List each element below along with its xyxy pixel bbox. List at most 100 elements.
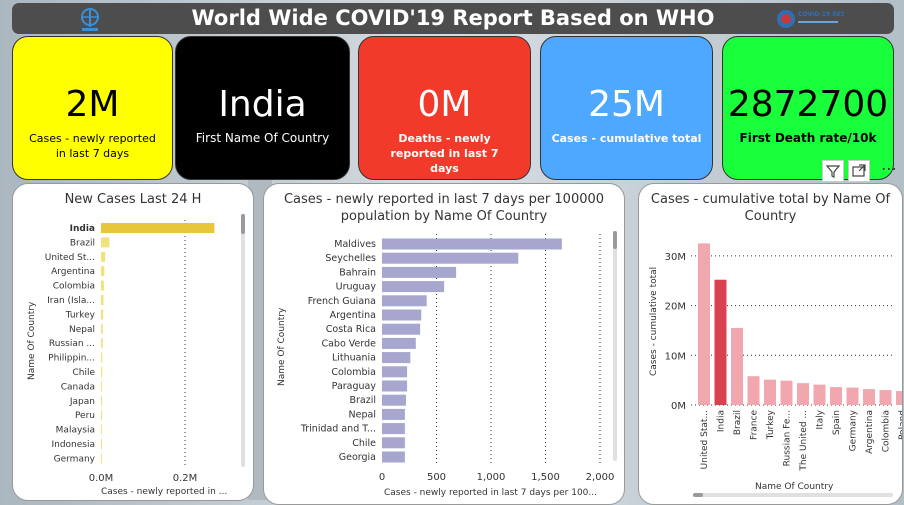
bar	[101, 453, 102, 464]
chart-new-cases-24h: India Brazil United St... Argentina Colombia…	[45, 220, 215, 484]
category-label: Germany	[849, 409, 859, 451]
filter-button[interactable]	[822, 160, 844, 182]
bar	[896, 391, 902, 405]
category-label: Bahrain	[339, 267, 376, 278]
category-label: Chile	[72, 368, 95, 378]
chart-cases-per-100k: Maldives Seychelles Bahrain Uruguay French G…	[300, 234, 615, 483]
category-label: Argentina	[330, 310, 376, 321]
bar	[382, 238, 562, 250]
category-label: Nepal	[349, 409, 376, 420]
kpi-value: 2M	[65, 84, 120, 125]
bar	[747, 376, 760, 405]
vertical-scrollbar[interactable]	[241, 214, 245, 467]
category-label: Japan	[69, 397, 95, 407]
scrollbar-thumb[interactable]	[613, 231, 617, 249]
kpi-label: Cases - newly reported in last 7 days	[29, 132, 156, 160]
tick-label: 1,500	[531, 472, 560, 483]
chart-panel-cumulative-cases[interactable]: Cases - cumulative total by Name Of Coun…	[638, 183, 903, 505]
category-label: Costa Rica	[326, 324, 376, 335]
bar	[382, 266, 457, 278]
bar	[101, 367, 103, 377]
chart-title: Cases - cumulative total by Name Of Coun…	[650, 192, 891, 224]
category-label: Colombia	[53, 282, 95, 292]
category-label: India	[70, 224, 95, 234]
bar	[101, 424, 102, 435]
bar	[101, 352, 103, 363]
category-label: Colombia	[331, 367, 376, 378]
page-title: World Wide COVID'19 Report Based on WHO	[191, 6, 715, 30]
category-label: Brazil	[349, 395, 376, 406]
kpi-card-cases-cumulative[interactable]: 25M Cases - cumulative total	[540, 36, 713, 180]
kpi-value: 2872700	[727, 84, 889, 125]
kpi-label: First Name Of Country	[195, 131, 330, 145]
kpi-card-deaths-7days[interactable]: 0M Deaths - newly reported in last 7 day…	[358, 36, 531, 180]
bar	[101, 280, 104, 291]
bar	[382, 394, 406, 406]
tick-label: 0	[379, 472, 385, 483]
category-label: Iran (Isla...	[47, 296, 95, 306]
kpi-value: India	[218, 84, 307, 125]
logo-text: COVID-19 RESPONSE	[798, 11, 844, 18]
vertical-scrollbar[interactable]	[613, 231, 617, 461]
bar	[101, 323, 103, 334]
category-label: Brazil	[733, 410, 743, 435]
bar	[863, 389, 875, 405]
kpi-label: First Death rate/10k	[739, 131, 877, 145]
bar	[101, 395, 102, 406]
category-label: United St...	[45, 253, 95, 263]
tick-label: 10M	[665, 351, 686, 362]
horizontal-scrollbar[interactable]	[693, 493, 893, 497]
category-label: Germany	[54, 454, 96, 464]
kpi-card-cases-7days[interactable]: 2M Cases - newly reported in last 7 days	[12, 36, 173, 180]
chart-title: Cases - newly reported in last 7 days pe…	[283, 192, 605, 224]
bar	[382, 323, 421, 335]
bar	[101, 237, 110, 248]
bar	[382, 352, 411, 364]
category-label: Russian Fe...	[783, 410, 793, 466]
category-label: The United ...	[799, 410, 809, 472]
bar	[382, 437, 405, 449]
category-label: United Stat...	[700, 410, 710, 469]
kpi-value: 0M	[417, 84, 472, 125]
category-label: Canada	[61, 382, 95, 392]
tick-label: 2,000	[586, 472, 615, 483]
category-label: Philippin...	[48, 354, 95, 364]
scrollbar-thumb[interactable]	[693, 493, 703, 497]
category-label: Maldives	[334, 239, 376, 250]
tick-label: 20M	[665, 302, 686, 313]
bar	[382, 281, 445, 293]
category-label: Turkey	[766, 409, 776, 440]
bar	[382, 337, 416, 349]
bar	[382, 366, 408, 378]
title-bar: World Wide COVID'19 Report Based on WHO …	[12, 3, 894, 34]
more-options-button[interactable]: ⋯	[878, 160, 900, 182]
category-label: Argentina	[865, 410, 875, 454]
bar	[101, 439, 102, 449]
x-axis-label: Cases - newly reported in last 7 days pe…	[384, 488, 597, 498]
kpi-card-first-country[interactable]: India First Name Of Country	[175, 36, 350, 180]
bar	[830, 387, 842, 405]
bar	[731, 327, 743, 405]
bar	[382, 451, 405, 463]
bar	[846, 387, 859, 405]
category-label: Malaysia	[56, 426, 95, 436]
bar	[764, 379, 776, 405]
category-label: Argentina	[51, 267, 95, 277]
bar	[698, 243, 710, 405]
focus-mode-button[interactable]	[848, 160, 870, 182]
scrollbar-thumb[interactable]	[241, 214, 245, 234]
chart-title: New Cases Last 24 H	[64, 192, 202, 207]
focus-mode-icon	[852, 164, 866, 177]
bar	[101, 410, 102, 421]
bar	[382, 380, 408, 392]
category-label: Trinidad and T...	[300, 424, 376, 435]
bar	[101, 381, 102, 392]
chart-cumulative-cases: 0M 10M 20M 30M United Stat... India Brazil Fran…	[665, 243, 902, 472]
bar	[382, 423, 405, 435]
chart-panel-cases-per-100k[interactable]: Cases - newly reported in last 7 days pe…	[263, 183, 625, 505]
category-label: Nepal	[69, 325, 95, 335]
category-label: French Guiana	[308, 296, 376, 307]
chart-panel-new-cases-24h[interactable]: New Cases Last 24 H Name Of Country Indi…	[12, 183, 254, 501]
bar	[382, 408, 405, 420]
kpi-card-death-rate[interactable]: 2872700 First Death rate/10k	[722, 36, 894, 180]
